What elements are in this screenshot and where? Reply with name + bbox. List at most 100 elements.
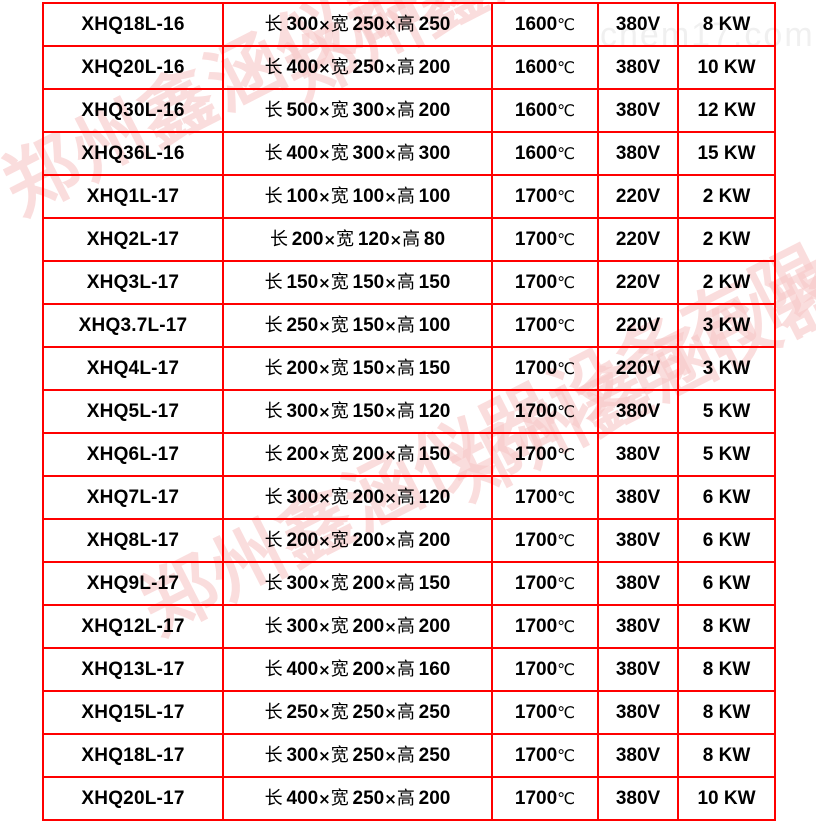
cell-voltage: 380V bbox=[597, 88, 679, 133]
cell-temperature: 1700℃ bbox=[491, 776, 599, 821]
cell-model: XHQ13L-17 bbox=[42, 647, 224, 692]
cell-dimensions: 长 500×宽 300×高 200 bbox=[222, 88, 493, 133]
spec-table-body: XHQ18L-16 长 300×宽 250×高 250 1600℃ 380V 8 KW X… bbox=[42, 2, 776, 821]
cell-power: 8 KW bbox=[677, 647, 776, 692]
table-row: XHQ6L-17 长 200×宽 200×高 150 1700℃ 380V 5 KW bbox=[42, 432, 776, 477]
cell-power: 15 KW bbox=[677, 131, 776, 176]
cell-model: XHQ3.7L-17 bbox=[42, 303, 224, 348]
cell-model: XHQ36L-16 bbox=[42, 131, 224, 176]
cell-dimensions: 长 300×宽 150×高 120 bbox=[222, 389, 493, 434]
table-row: XHQ20L-17 长 400×宽 250×高 200 1700℃ 380V 10 KW bbox=[42, 776, 776, 821]
cell-power: 8 KW bbox=[677, 2, 776, 47]
cell-temperature: 1700℃ bbox=[491, 518, 599, 563]
cell-voltage: 220V bbox=[597, 346, 679, 391]
cell-dimensions: 长 100×宽 100×高 100 bbox=[222, 174, 493, 219]
table-row: XHQ12L-17 长 300×宽 200×高 200 1700℃ 380V 8 KW bbox=[42, 604, 776, 649]
cell-temperature: 1700℃ bbox=[491, 561, 599, 606]
cell-temperature: 1600℃ bbox=[491, 131, 599, 176]
cell-temperature: 1700℃ bbox=[491, 432, 599, 477]
table-row: XHQ30L-16 长 500×宽 300×高 200 1600℃ 380V 12 KW bbox=[42, 88, 776, 133]
cell-model: XHQ4L-17 bbox=[42, 346, 224, 391]
cell-model: XHQ6L-17 bbox=[42, 432, 224, 477]
table-row: XHQ36L-16 长 400×宽 300×高 300 1600℃ 380V 15 KW bbox=[42, 131, 776, 176]
cell-voltage: 380V bbox=[597, 389, 679, 434]
cell-model: XHQ8L-17 bbox=[42, 518, 224, 563]
cell-temperature: 1700℃ bbox=[491, 647, 599, 692]
cell-power: 10 KW bbox=[677, 776, 776, 821]
cell-dimensions: 长 200×宽 200×高 200 bbox=[222, 518, 493, 563]
cell-power: 2 KW bbox=[677, 174, 776, 219]
cell-dimensions: 长 300×宽 200×高 150 bbox=[222, 561, 493, 606]
table-row: XHQ5L-17 长 300×宽 150×高 120 1700℃ 380V 5 KW bbox=[42, 389, 776, 434]
table-row: XHQ9L-17 长 300×宽 200×高 150 1700℃ 380V 6 KW bbox=[42, 561, 776, 606]
cell-dimensions: 长 150×宽 150×高 150 bbox=[222, 260, 493, 305]
cell-temperature: 1700℃ bbox=[491, 260, 599, 305]
cell-dimensions: 长 200×宽 200×高 150 bbox=[222, 432, 493, 477]
cell-model: XHQ30L-16 bbox=[42, 88, 224, 133]
cell-temperature: 1600℃ bbox=[491, 45, 599, 90]
cell-power: 8 KW bbox=[677, 733, 776, 778]
cell-model: XHQ12L-17 bbox=[42, 604, 224, 649]
cell-temperature: 1700℃ bbox=[491, 604, 599, 649]
cell-dimensions: 长 250×宽 250×高 250 bbox=[222, 690, 493, 735]
cell-voltage: 380V bbox=[597, 518, 679, 563]
cell-voltage: 220V bbox=[597, 174, 679, 219]
cell-dimensions: 长 400×宽 250×高 200 bbox=[222, 45, 493, 90]
cell-power: 8 KW bbox=[677, 604, 776, 649]
cell-voltage: 380V bbox=[597, 647, 679, 692]
cell-temperature: 1600℃ bbox=[491, 88, 599, 133]
cell-power: 2 KW bbox=[677, 217, 776, 262]
cell-model: XHQ5L-17 bbox=[42, 389, 224, 434]
cell-voltage: 380V bbox=[597, 604, 679, 649]
cell-temperature: 1700℃ bbox=[491, 389, 599, 434]
cell-voltage: 380V bbox=[597, 733, 679, 778]
table-row: XHQ4L-17 长 200×宽 150×高 150 1700℃ 220V 3 KW bbox=[42, 346, 776, 391]
cell-voltage: 380V bbox=[597, 776, 679, 821]
cell-model: XHQ7L-17 bbox=[42, 475, 224, 520]
cell-power: 3 KW bbox=[677, 303, 776, 348]
table-row: XHQ8L-17 长 200×宽 200×高 200 1700℃ 380V 6 KW bbox=[42, 518, 776, 563]
cell-voltage: 220V bbox=[597, 260, 679, 305]
cell-temperature: 1700℃ bbox=[491, 733, 599, 778]
cell-voltage: 380V bbox=[597, 690, 679, 735]
cell-model: XHQ3L-17 bbox=[42, 260, 224, 305]
cell-power: 6 KW bbox=[677, 475, 776, 520]
cell-dimensions: 长 300×宽 250×高 250 bbox=[222, 2, 493, 47]
cell-temperature: 1700℃ bbox=[491, 475, 599, 520]
specification-table: XHQ18L-16 长 300×宽 250×高 250 1600℃ 380V 8 KW X… bbox=[42, 2, 776, 821]
cell-power: 8 KW bbox=[677, 690, 776, 735]
cell-model: XHQ9L-17 bbox=[42, 561, 224, 606]
cell-power: 2 KW bbox=[677, 260, 776, 305]
cell-model: XHQ18L-17 bbox=[42, 733, 224, 778]
table-row: XHQ20L-16 长 400×宽 250×高 200 1600℃ 380V 10 KW bbox=[42, 45, 776, 90]
cell-model: XHQ15L-17 bbox=[42, 690, 224, 735]
table-row: XHQ15L-17 长 250×宽 250×高 250 1700℃ 380V 8 KW bbox=[42, 690, 776, 735]
cell-power: 12 KW bbox=[677, 88, 776, 133]
table-row: XHQ18L-16 长 300×宽 250×高 250 1600℃ 380V 8 KW bbox=[42, 2, 776, 47]
cell-power: 10 KW bbox=[677, 45, 776, 90]
cell-temperature: 1600℃ bbox=[491, 2, 599, 47]
cell-dimensions: 长 250×宽 150×高 100 bbox=[222, 303, 493, 348]
cell-voltage: 220V bbox=[597, 217, 679, 262]
cell-dimensions: 长 300×宽 200×高 200 bbox=[222, 604, 493, 649]
cell-temperature: 1700℃ bbox=[491, 346, 599, 391]
table-row: XHQ13L-17 长 400×宽 200×高 160 1700℃ 380V 8 KW bbox=[42, 647, 776, 692]
cell-power: 3 KW bbox=[677, 346, 776, 391]
spec-table-container: XHQ18L-16 长 300×宽 250×高 250 1600℃ 380V 8 KW X… bbox=[42, 2, 776, 821]
cell-power: 6 KW bbox=[677, 518, 776, 563]
table-row: XHQ7L-17 长 300×宽 200×高 120 1700℃ 380V 6 KW bbox=[42, 475, 776, 520]
cell-dimensions: 长 200×宽 150×高 150 bbox=[222, 346, 493, 391]
cell-model: XHQ2L-17 bbox=[42, 217, 224, 262]
cell-model: XHQ20L-16 bbox=[42, 45, 224, 90]
cell-model: XHQ18L-16 bbox=[42, 2, 224, 47]
cell-temperature: 1700℃ bbox=[491, 174, 599, 219]
cell-voltage: 380V bbox=[597, 561, 679, 606]
cell-dimensions: 长 400×宽 300×高 300 bbox=[222, 131, 493, 176]
cell-voltage: 380V bbox=[597, 432, 679, 477]
table-row: XHQ3.7L-17 长 250×宽 150×高 100 1700℃ 220V 3 KW bbox=[42, 303, 776, 348]
cell-voltage: 380V bbox=[597, 131, 679, 176]
cell-dimensions: 长 400×宽 200×高 160 bbox=[222, 647, 493, 692]
table-row: XHQ3L-17 长 150×宽 150×高 150 1700℃ 220V 2 KW bbox=[42, 260, 776, 305]
table-row: XHQ1L-17 长 100×宽 100×高 100 1700℃ 220V 2 KW bbox=[42, 174, 776, 219]
